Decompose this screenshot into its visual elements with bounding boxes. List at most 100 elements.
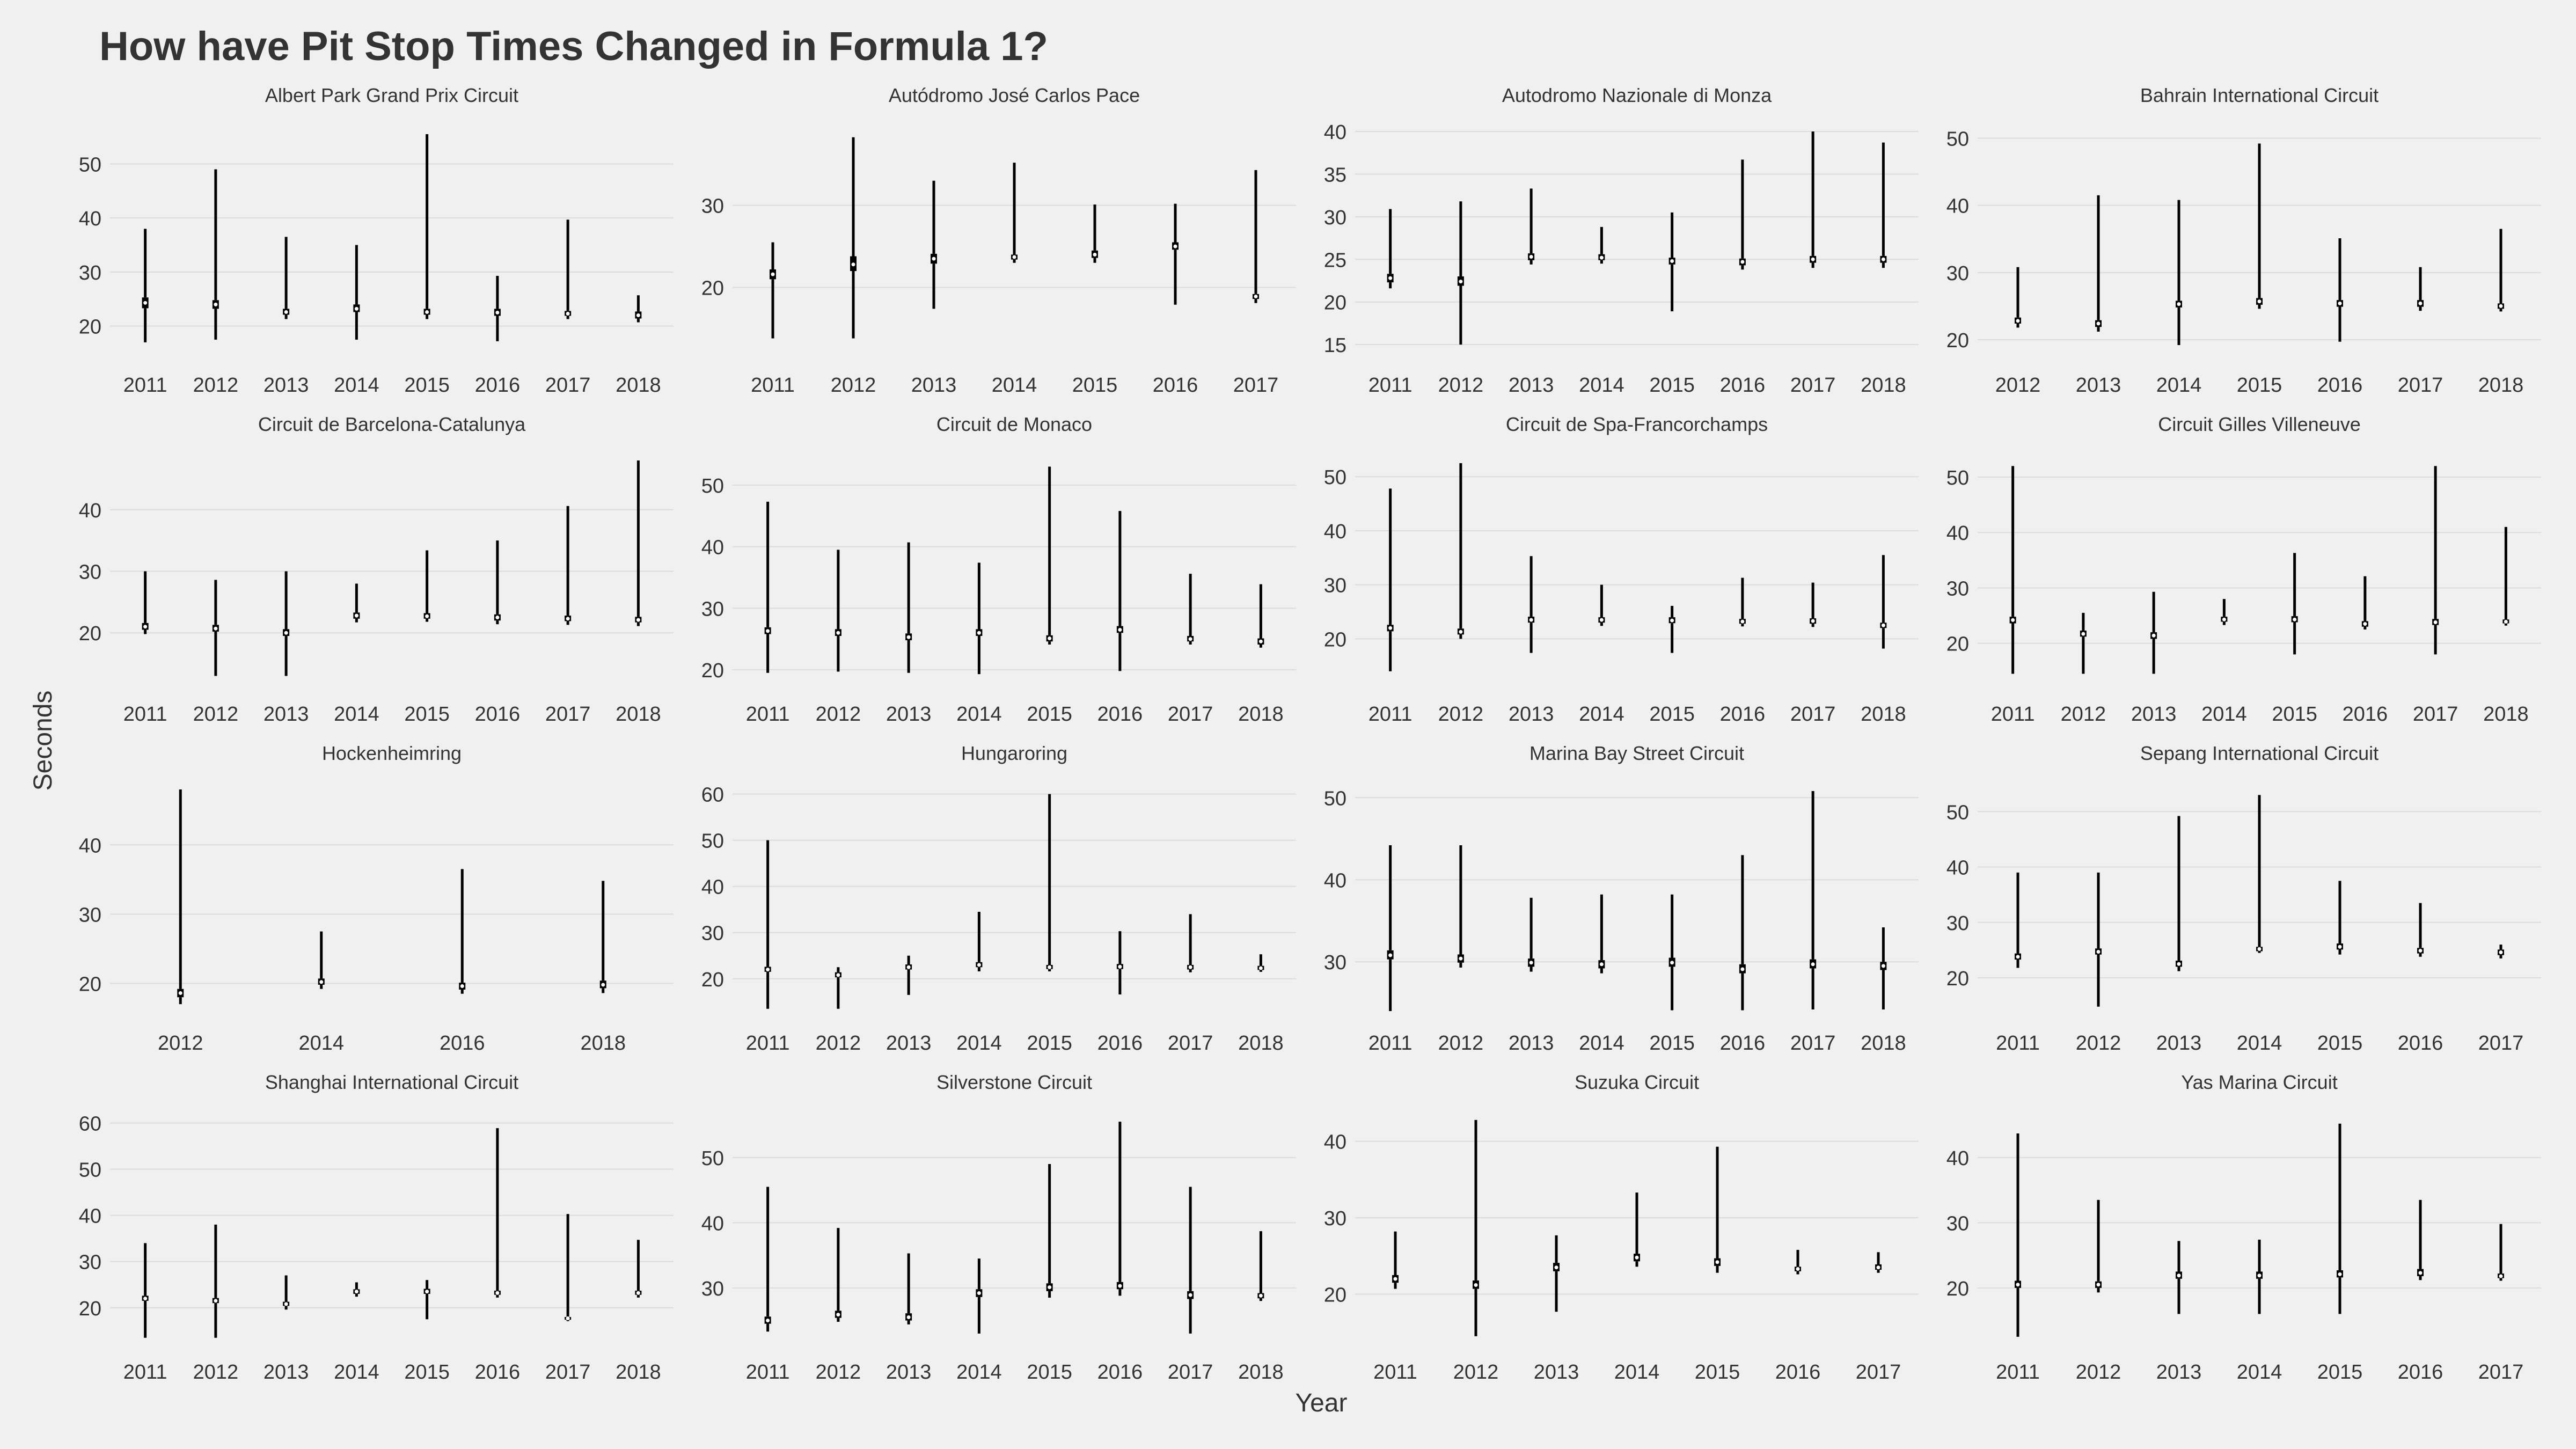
x-tick-label: 2018 (1861, 1032, 1906, 1055)
median-point (1459, 280, 1463, 284)
y-tick-label: 40 (701, 537, 724, 559)
y-tick-label: 30 (79, 262, 101, 284)
x-tick-label: 2011 (751, 374, 795, 397)
x-tick-label: 2012 (816, 703, 861, 726)
x-tick-label: 2016 (475, 1361, 521, 1384)
median-point (2096, 321, 2101, 326)
median-point (566, 311, 570, 316)
x-tick-label: 2018 (1238, 1032, 1284, 1055)
median-point (766, 629, 770, 633)
median-point (2257, 947, 2262, 951)
x-tick-label: 2017 (1790, 374, 1836, 397)
x-tick-label: 2013 (886, 1032, 932, 1055)
y-tick-label: 20 (1946, 1278, 1969, 1300)
y-tick-label: 20 (79, 623, 101, 645)
y-tick-label: 30 (1946, 262, 1969, 285)
median-point (143, 301, 148, 305)
x-tick-label: 2013 (1509, 374, 1554, 397)
x-tick-label: 2018 (1238, 1361, 1284, 1384)
median-point (1188, 637, 1192, 641)
median-point (2338, 945, 2342, 949)
facet-panel: Autodromo Nazionale di Monza 15 20 25 30 35 40… (1324, 84, 1919, 397)
x-tick-label: 2012 (2061, 703, 2106, 726)
x-tick-label: 2017 (1168, 1032, 1213, 1055)
y-tick-label: 30 (701, 923, 724, 945)
median-point (2433, 620, 2438, 624)
x-tick-label: 2016 (2343, 703, 2388, 726)
y-tick-label: 40 (1946, 522, 1969, 545)
median-point (932, 257, 936, 261)
median-point (1740, 260, 1745, 264)
facet-strip-label: Hungaroring (961, 742, 1067, 764)
y-tick-label: 40 (1324, 121, 1346, 144)
y-tick-label: 40 (1946, 857, 1969, 880)
median-point (1740, 967, 1745, 971)
x-tick-label: 2018 (616, 1361, 661, 1384)
median-point (354, 306, 358, 311)
x-tick-label: 2015 (1072, 374, 1118, 397)
x-tick-label: 2018 (580, 1032, 626, 1055)
median-point (2363, 622, 2367, 626)
median-point (906, 965, 911, 969)
median-point (566, 1316, 570, 1321)
median-point (1388, 276, 1393, 280)
x-tick-label: 2018 (1861, 374, 1906, 397)
x-tick-label: 2016 (475, 703, 521, 726)
median-point (1258, 639, 1263, 643)
median-point (771, 272, 775, 276)
facet-panel: Hockenheimring 20 30 40 2012 2014 2016 2018 (79, 742, 674, 1055)
y-tick-label: 20 (1324, 628, 1346, 651)
facet-panel: Yas Marina Circuit 20 30 40 2011 2012 2013 2014… (1946, 1071, 2541, 1384)
y-tick-label: 40 (79, 835, 101, 857)
median-point (1012, 255, 1016, 259)
y-tick-label: 30 (1946, 1212, 1969, 1235)
y-tick-label: 20 (79, 973, 101, 996)
x-tick-label: 2012 (1438, 1032, 1484, 1055)
median-point (1811, 257, 1815, 261)
x-tick-label: 2016 (2398, 1361, 2443, 1384)
facet-strip-label: Autodromo Nazionale di Monza (1502, 84, 1772, 106)
x-tick-label: 2017 (545, 703, 591, 726)
median-point (1459, 956, 1463, 961)
y-tick-label: 20 (701, 969, 724, 991)
median-point (1048, 965, 1052, 969)
x-tick-label: 2015 (1027, 703, 1072, 726)
median-point (1258, 966, 1263, 970)
median-point (977, 631, 981, 635)
facet-strip-label: Albert Park Grand Prix Circuit (265, 84, 518, 106)
median-point (284, 310, 288, 314)
x-tick-label: 2011 (1368, 703, 1413, 726)
y-tick-label: 40 (79, 208, 101, 230)
median-point (1876, 1265, 1880, 1270)
facet-strip-label: Bahrain International Circuit (2140, 84, 2379, 106)
x-tick-label: 2012 (831, 374, 876, 397)
x-tick-label: 2017 (2413, 703, 2458, 726)
x-tick-label: 2014 (956, 703, 1002, 726)
facet-panel: Hungaroring 20 30 40 50 60 2011 2012 2013 2014 201… (701, 742, 1296, 1055)
y-tick-label: 30 (1324, 952, 1346, 974)
median-point (214, 1299, 218, 1303)
median-point (284, 631, 288, 635)
x-tick-label: 2016 (2398, 1032, 2443, 1055)
median-point (836, 631, 840, 635)
y-tick-label: 40 (1324, 521, 1346, 543)
x-tick-label: 2013 (2156, 1032, 2202, 1055)
y-tick-label: 40 (79, 500, 101, 522)
x-tick-label: 2013 (911, 374, 957, 397)
facet-panel: Autódromo José Carlos Pace 20 30 2011 2012 20… (701, 84, 1296, 397)
median-point (1599, 255, 1604, 260)
median-point (2016, 955, 2020, 959)
y-tick-label: 20 (1946, 633, 1969, 656)
median-point (1881, 257, 1885, 261)
facet-panel: Circuit de Spa-Francorchamps 20 30 40 50 2011… (1324, 413, 1919, 726)
median-point (2418, 948, 2423, 953)
median-point (2418, 1271, 2423, 1275)
facet-strip-label: Circuit de Spa-Francorchamps (1506, 413, 1768, 435)
facet-strip-label: Suzuka Circuit (1575, 1071, 1699, 1093)
median-point (977, 963, 981, 967)
x-tick-label: 2014 (2156, 374, 2202, 397)
median-point (2016, 1283, 2020, 1287)
x-tick-label: 2012 (193, 374, 239, 397)
median-point (1459, 630, 1463, 634)
